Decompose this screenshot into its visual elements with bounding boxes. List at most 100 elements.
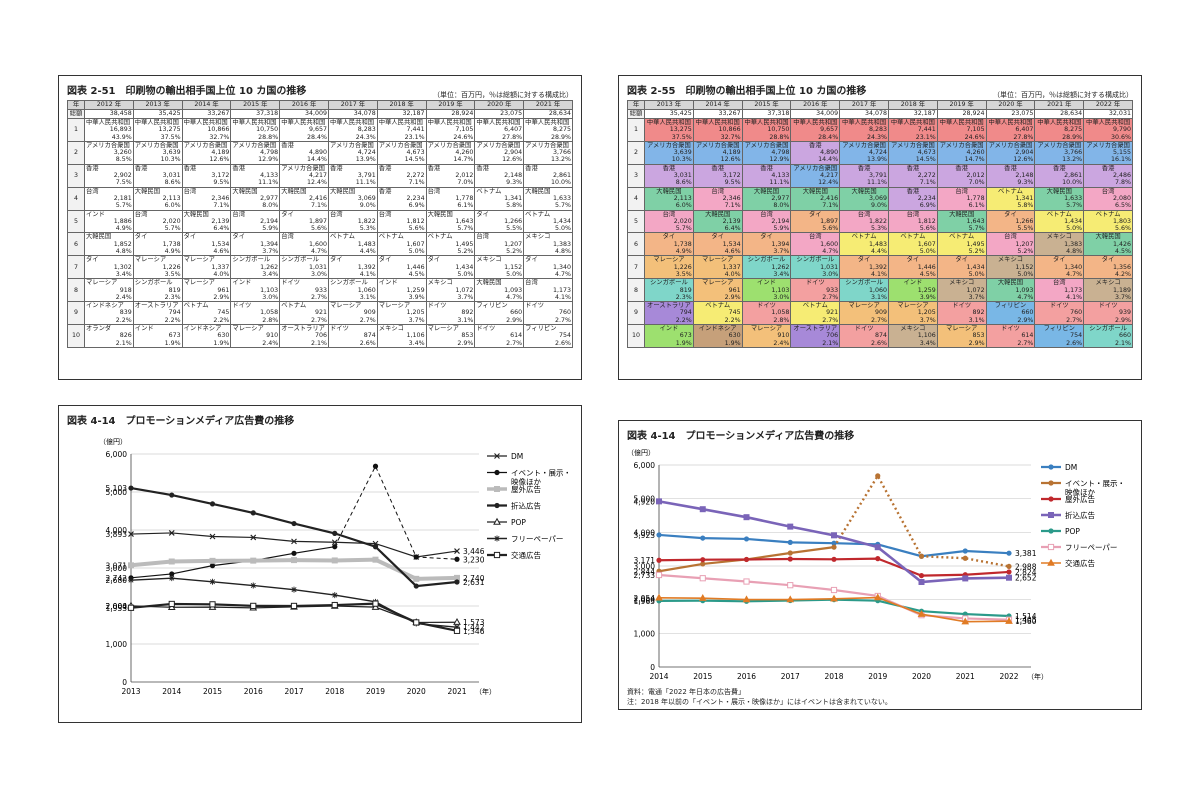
export-share: 2.7% xyxy=(1017,339,1034,347)
export-value: 1,152 xyxy=(1015,263,1034,271)
export-share: 2.2% xyxy=(675,316,692,324)
export-share: 2.7% xyxy=(359,316,376,324)
country-cell: 台湾 1,173 4.1% xyxy=(1034,278,1085,303)
export-value: 2,139 xyxy=(211,217,230,225)
export-share: 2.4% xyxy=(262,339,279,347)
line-chart: （億円） 0 1,000 2,000 3,000 4,000 5,000 6,000 2013 2… xyxy=(99,437,571,696)
legend-marker xyxy=(493,517,501,525)
data-point xyxy=(331,557,338,564)
export-value: 3,791 xyxy=(868,172,887,180)
country-name: 大韓民国 xyxy=(851,187,877,195)
rank-row: 4 台湾 2,181 5.7% 大韓民国 2,113 6.0% 台湾 2,346 7.1% 大韓民国… xyxy=(67,186,573,211)
country-cell: 台湾 2,020 5.7% xyxy=(644,209,694,234)
data-label: 3,171 xyxy=(634,556,656,565)
country-cell: 台湾 1,207 5.2% xyxy=(985,232,1036,257)
export-share: 2.7% xyxy=(506,339,523,347)
export-value: 1,173 xyxy=(552,286,571,294)
x-tick-label: 2017 xyxy=(781,672,800,681)
country-name: 大韓民国 xyxy=(753,187,780,195)
country-name: シンガポール xyxy=(650,279,688,287)
export-value: 1,259 xyxy=(406,286,425,294)
export-value: 1,072 xyxy=(455,286,474,294)
country-name: 台湾 xyxy=(760,210,773,218)
data-point xyxy=(250,602,257,609)
export-value: 1,495 xyxy=(966,240,985,248)
data-point xyxy=(742,595,751,603)
country-name: 大韓民国 xyxy=(1095,233,1121,241)
export-share: 4.7% xyxy=(1066,270,1083,278)
country-cell: 香港 2,148 9.3% xyxy=(474,163,525,188)
country-cell: インド 673 1.9% xyxy=(132,324,183,348)
country-cell: 中華人民共和国 9,790 30.6% xyxy=(1083,118,1133,142)
export-share: 4.9% xyxy=(675,248,692,256)
export-value: 4,673 xyxy=(917,149,936,157)
country-cell: マレーシア 853 2.9% xyxy=(425,324,476,348)
export-value: 1,106 xyxy=(917,332,936,340)
export-share: 3.4% xyxy=(408,339,425,347)
data-point xyxy=(787,539,793,545)
export-value: 892 xyxy=(461,309,474,317)
export-value: 2,416 xyxy=(820,194,839,202)
export-share: 5.5% xyxy=(506,225,523,233)
export-value: 2,020 xyxy=(162,217,181,225)
data-point xyxy=(413,619,420,626)
export-value: 2,272 xyxy=(406,172,425,180)
rank-label: 7 xyxy=(627,255,645,280)
country-cell: シンガポール 1,031 3.0% xyxy=(790,255,841,280)
export-share: 5.7% xyxy=(1066,202,1083,210)
rank-label: 7 xyxy=(67,255,85,280)
export-share: 4.4% xyxy=(359,248,376,256)
y-tick-label: 4,000 xyxy=(634,528,656,537)
country-name: 大韓民国 xyxy=(232,187,258,195)
export-share: 7.0% xyxy=(457,179,474,187)
country-name: 香港 xyxy=(955,164,968,172)
country-name: タイ xyxy=(378,256,392,264)
export-share: 7.1% xyxy=(408,179,425,187)
legend-label: POP xyxy=(511,518,526,527)
export-value: 3,766 xyxy=(552,149,571,157)
country-name: ドイツ xyxy=(1001,325,1020,333)
table-unit-note: （単位：百万円，％は総額に対する構成比） xyxy=(993,91,1133,99)
y-tick-label: 0 xyxy=(650,663,655,672)
export-share: 1.9% xyxy=(164,339,181,347)
country-name: アメリカ合衆国 xyxy=(744,141,789,149)
country-name: シンガポール xyxy=(747,256,786,264)
data-label: 3,893 xyxy=(106,530,128,539)
export-value: 706 xyxy=(314,332,327,340)
country-cell: 大韓民国 2,416 7.1% xyxy=(790,186,841,211)
export-share: 6.9% xyxy=(919,202,936,210)
export-share: 2.6% xyxy=(554,339,571,347)
export-share: 12.6% xyxy=(1013,156,1034,164)
export-value: 1,822 xyxy=(868,217,887,225)
export-value: 1,266 xyxy=(1015,217,1034,225)
country-name: 台湾 xyxy=(134,210,148,218)
country-name: 台湾 xyxy=(662,210,676,218)
chart-title: 図表 4-14 プロモーションメディア広告費の推移 xyxy=(627,431,855,442)
country-cell: 大韓民国 2,416 7.1% xyxy=(279,186,329,211)
country-name: ドイツ xyxy=(525,302,545,310)
export-value: 1,392 xyxy=(357,263,376,271)
export-share: 10.3% xyxy=(160,156,181,164)
series-イベント・展示・映像ほか xyxy=(128,463,460,581)
country-name: 大韓民国 xyxy=(802,187,828,195)
data-label: 4,920 xyxy=(634,497,656,506)
data-point xyxy=(787,582,794,589)
country-name: 香港 xyxy=(134,164,148,172)
country-cell: インド 1,259 3.9% xyxy=(376,278,427,303)
x-tick-label: 2018 xyxy=(325,687,344,696)
country-name: 中華人民共和国 xyxy=(695,119,740,126)
country-cell: 大韓民国 2,977 8.0% xyxy=(230,186,281,211)
country-cell: 大韓民国 1,643 5.7% xyxy=(425,209,476,234)
export-value: 1,778 xyxy=(455,194,474,202)
data-point xyxy=(1006,563,1012,570)
country-name: タイ xyxy=(427,256,441,264)
export-share: 3.9% xyxy=(919,293,936,301)
export-share: 4.7% xyxy=(822,248,839,256)
country-cell: 香港 2,861 10.0% xyxy=(1034,163,1085,188)
country-cell: 中華人民共和国 9,657 28.4% xyxy=(790,118,841,142)
export-value: 4,133 xyxy=(260,172,279,180)
export-share: 5.0% xyxy=(968,270,985,278)
country-cell: アメリカ合衆国 4,260 14.7% xyxy=(936,140,987,165)
data-point xyxy=(128,485,134,491)
export-value: 1,341 xyxy=(504,194,523,202)
